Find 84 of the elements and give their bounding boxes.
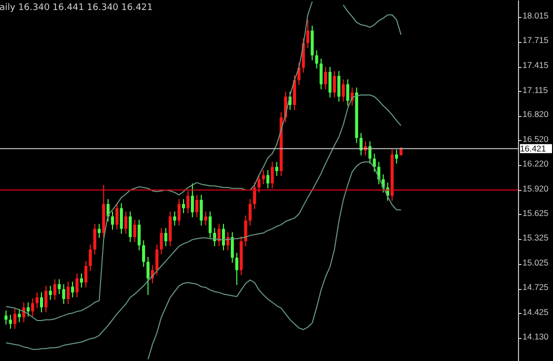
candlestick — [306, 19, 310, 48]
candlestick — [128, 210, 132, 243]
candlestick — [31, 298, 34, 317]
candlestick — [66, 281, 70, 304]
candlestick — [124, 210, 128, 234]
candlestick — [36, 292, 39, 309]
y-tick-label: 15.920 — [522, 184, 549, 194]
candlestick — [235, 252, 238, 286]
candlestick — [111, 210, 114, 230]
candlestick — [8, 314, 12, 330]
candlestick — [372, 153, 376, 172]
candlestick — [222, 223, 225, 251]
candlestick — [346, 78, 350, 106]
candlestick — [120, 202, 123, 234]
candlestick — [395, 149, 398, 164]
candlestick — [342, 78, 345, 102]
candlestick — [142, 240, 146, 268]
candlestick — [328, 66, 332, 98]
candlestick — [62, 284, 66, 304]
candlestick — [262, 170, 265, 185]
y-tick-label: 16.520 — [522, 134, 549, 144]
y-tick-label: 17.115 — [522, 84, 548, 95]
candlestick — [84, 260, 88, 288]
y-tick-label: 15.325 — [522, 232, 549, 243]
candlestick — [275, 161, 278, 176]
candlestick — [106, 198, 110, 222]
candlestick — [320, 58, 323, 90]
candlestick — [186, 190, 190, 214]
candlestick — [248, 198, 252, 226]
candlestick — [360, 132, 363, 156]
y-tick-label: 14.130 — [522, 331, 549, 342]
candlestick — [13, 308, 16, 330]
y-tick-label: 16.820 — [522, 109, 549, 120]
candlestick — [155, 244, 158, 276]
candlestick — [200, 194, 203, 226]
candlestick — [337, 70, 340, 102]
candlestick — [226, 232, 230, 251]
chart-title: aily 16.340 16.441 16.340 16.421 — [0, 3, 153, 13]
candlestick — [190, 182, 194, 218]
y-tick-label: 18.015 — [522, 10, 549, 20]
y-tick-label: 15.025 — [522, 257, 549, 268]
candlestick — [230, 232, 234, 264]
candlestick — [26, 302, 30, 317]
candlestick — [182, 198, 186, 214]
candlestick — [44, 285, 48, 313]
candlestick — [80, 272, 83, 288]
y-tick-label: 16.220 — [522, 158, 549, 169]
candlestick — [173, 210, 176, 226]
candlestick — [266, 170, 270, 189]
candlestick — [160, 228, 163, 255]
y-tick-label: 14.425 — [522, 307, 549, 317]
y-tick-label: 14.725 — [522, 282, 549, 292]
candlestick — [76, 272, 79, 298]
candlestick — [146, 256, 150, 296]
candlestick — [71, 281, 74, 298]
ref-line-label: 16.421 — [520, 144, 546, 154]
candlestick — [93, 223, 96, 255]
candlestick — [18, 308, 21, 323]
candlestick — [324, 66, 328, 90]
candlestick — [40, 292, 44, 313]
candlestick — [88, 244, 92, 272]
candlestick — [208, 210, 212, 238]
candlestick — [315, 50, 318, 70]
candlestick — [244, 215, 248, 247]
candlestick — [115, 202, 118, 230]
y-tick-label: 15.625 — [522, 208, 549, 218]
candlestick — [257, 174, 260, 193]
candlestick — [368, 140, 372, 164]
candlestick — [253, 182, 256, 210]
candlestick — [270, 161, 274, 189]
candlestick — [178, 198, 181, 226]
y-tick-label: 17.715 — [522, 35, 549, 46]
candlestick — [48, 285, 52, 300]
candlestick — [195, 194, 198, 218]
y-tick-label: 17.415 — [522, 60, 549, 70]
candlestick — [133, 219, 136, 243]
candlestick — [98, 223, 101, 238]
candlestick — [138, 219, 141, 251]
candlestick — [58, 278, 61, 295]
candlestick — [53, 278, 56, 300]
candlestick — [164, 228, 168, 247]
candlestick — [4, 310, 8, 326]
candlestick — [204, 210, 208, 226]
candlestick — [332, 70, 336, 98]
